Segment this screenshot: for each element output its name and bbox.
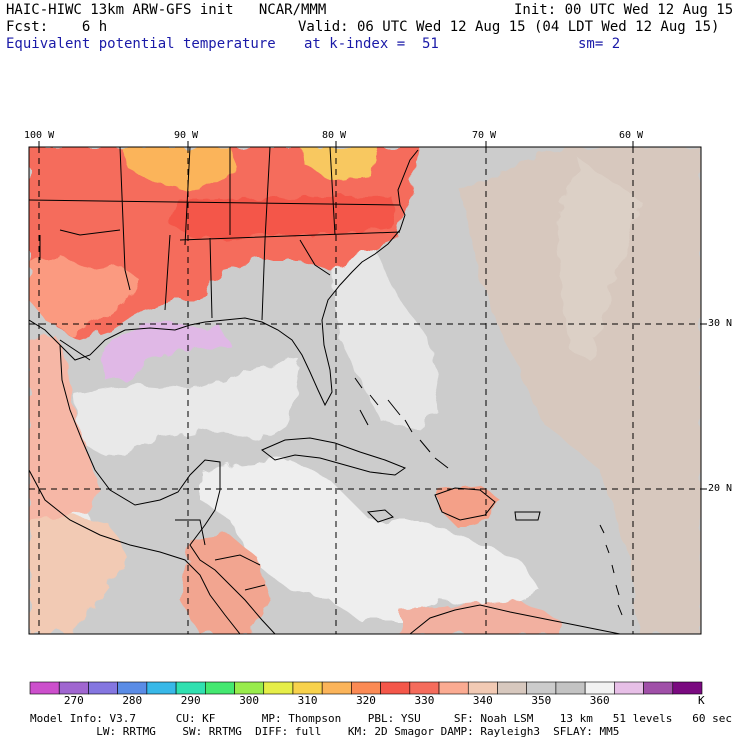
coast-hispaniola	[434, 487, 496, 521]
coast-antilles	[599, 524, 623, 616]
colorbar-swatch	[175, 681, 206, 695]
country-borders	[59, 339, 266, 591]
coast-samerica	[409, 604, 621, 634]
colorbar-swatch	[29, 681, 60, 695]
forecast-hour: Fcst: 6 h	[6, 19, 108, 35]
colorbar-tick-label: 320	[356, 694, 376, 707]
field-lightpink-mexico	[29, 515, 130, 634]
coast-cuba	[261, 437, 407, 476]
valid-time: Valid: 06 UTC Wed 12 Aug 15 (04 LDT Wed …	[298, 19, 720, 35]
coast-puertorico	[514, 511, 541, 521]
colorbar-swatch	[146, 681, 177, 695]
coast-jamaica	[366, 509, 394, 523]
field-orange-ne	[300, 147, 380, 180]
coast-mexico	[59, 344, 276, 634]
colorbar-swatch	[438, 681, 469, 695]
colorbar-swatch	[497, 681, 527, 695]
field-red-band	[170, 195, 395, 240]
lon-label-80w: 80 W	[322, 130, 347, 141]
field-tan-east	[460, 147, 701, 634]
colorbar-swatch	[205, 681, 235, 695]
field-lightgray-atl	[330, 240, 440, 430]
model-info-line2: LW: RRTMG SW: RRTMG DIFF: full KM: 2D Sm…	[30, 725, 620, 738]
colorbar-swatch	[321, 681, 352, 695]
colorbar-swatch	[380, 681, 411, 695]
colorbar-swatch	[58, 681, 89, 695]
colorbar-swatch	[555, 681, 586, 695]
colorbar-tick-label: 340	[472, 694, 493, 707]
lon-label-70w: 70 W	[472, 130, 497, 141]
lon-label-100w: 100 W	[24, 130, 55, 141]
level-index: at k-index = 51	[304, 36, 439, 52]
colorbar	[29, 681, 703, 695]
colorbar-swatch	[467, 681, 498, 695]
colorbar-swatch	[526, 681, 557, 695]
coast-us	[29, 149, 419, 407]
lon-label-60w: 60 W	[619, 130, 644, 141]
colorbar-tick-label: 360	[589, 694, 610, 707]
colorbar-swatch	[292, 681, 323, 695]
colorbar-swatch	[614, 681, 644, 695]
model-title: HAIC-HIWC 13km ARW-GFS init NCAR/MMM	[6, 2, 327, 18]
field-lightgray-gulf	[75, 360, 300, 460]
colorbar-tick-label: 310	[297, 694, 318, 707]
field-salmon-samer	[400, 600, 560, 634]
colorbar-swatch	[88, 681, 118, 695]
colorbar-swatch	[584, 681, 615, 695]
colorbar-unit: K	[698, 694, 705, 707]
field-salmon-us	[29, 255, 140, 335]
colorbar-swatch	[117, 681, 148, 695]
field-name: Equivalent potential temperature	[6, 36, 276, 52]
colorbar-swatch	[351, 681, 381, 695]
colorbar-swatch	[409, 681, 440, 695]
smoothing: sm= 2	[578, 36, 621, 52]
model-info-line1: Model Info: V3.7 CU: KF MP: Thompson PBL…	[30, 712, 732, 725]
colorbar-tick-label: 290	[180, 694, 201, 707]
colorbar-tick-label: 330	[414, 694, 435, 707]
colorbar-swatch	[643, 681, 674, 695]
field-salmon-mexico	[29, 335, 100, 520]
colorbar-tick-label: 300	[239, 694, 260, 707]
coast-pacific	[29, 469, 241, 634]
colorbar-swatch	[234, 681, 265, 695]
colorbar-swatch	[263, 681, 294, 695]
field-salmon-cam	[180, 535, 270, 634]
field-purple-gulf	[100, 320, 230, 380]
map-frame	[28, 146, 702, 635]
field-tan-streak	[555, 160, 640, 360]
field-lightgray-carib	[200, 460, 540, 620]
lon-label-90w: 90 W	[174, 130, 199, 141]
lat-label-20n: 20 N	[708, 483, 733, 494]
colorbar-tick-label: 270	[63, 694, 84, 707]
init-time: Init: 00 UTC Wed 12 Aug 15	[514, 2, 734, 18]
colorbar-swatch	[672, 681, 703, 695]
colorbar-tick-label: 350	[531, 694, 552, 707]
field-orange-north	[120, 147, 240, 190]
colorbar-tick-label: 280	[122, 694, 143, 707]
coast-bahamas	[354, 377, 449, 469]
lat-label-30n: 30 N	[708, 318, 733, 329]
